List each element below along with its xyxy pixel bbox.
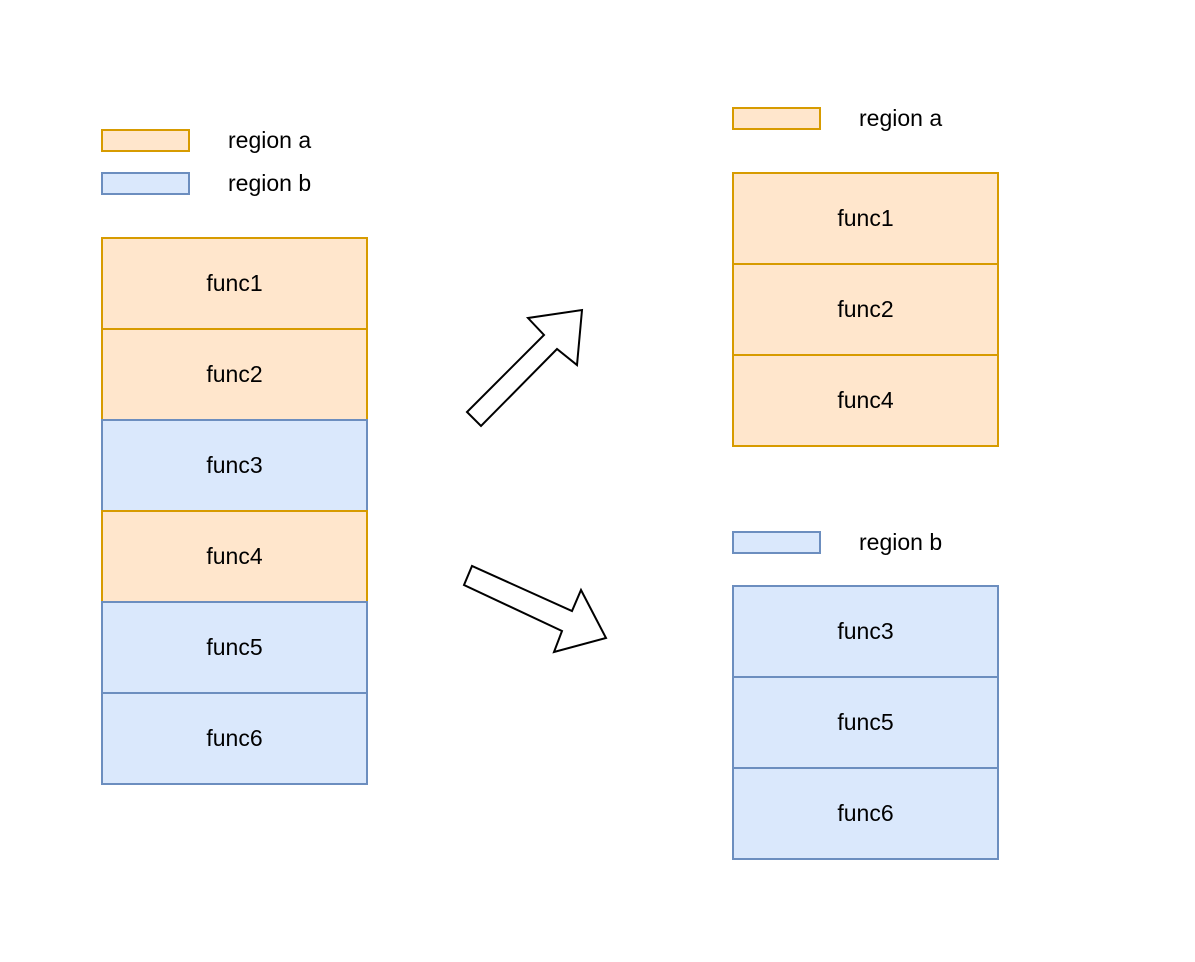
legend-swatch-region-b [101, 172, 190, 195]
left-function-stack: func1 func2 func3 func4 func5 func6 [101, 237, 368, 785]
region-b-function-stack: func3 func5 func6 [732, 585, 999, 860]
up-right-arrow [465, 308, 584, 428]
legend-label-region-a-right: region a [859, 105, 943, 131]
region-a-function-stack: func1 func2 func4 [732, 172, 999, 447]
func-block: func6 [101, 692, 368, 785]
down-right-arrow [462, 564, 608, 654]
func-block: func4 [732, 354, 999, 447]
legend-label-region-a: region a [228, 127, 312, 153]
func-block: func5 [732, 676, 999, 769]
legend-label-region-b: region b [228, 170, 312, 196]
func-block: func3 [732, 585, 999, 678]
func-block: func6 [732, 767, 999, 860]
legend-label-region-b-right: region b [859, 529, 943, 555]
legend-swatch-region-b-right [732, 531, 821, 554]
legend-swatch-region-a [101, 129, 190, 152]
func-block: func1 [101, 237, 368, 330]
legend-swatch-region-a-right [732, 107, 821, 130]
func-block: func2 [732, 263, 999, 356]
func-block: func1 [732, 172, 999, 265]
